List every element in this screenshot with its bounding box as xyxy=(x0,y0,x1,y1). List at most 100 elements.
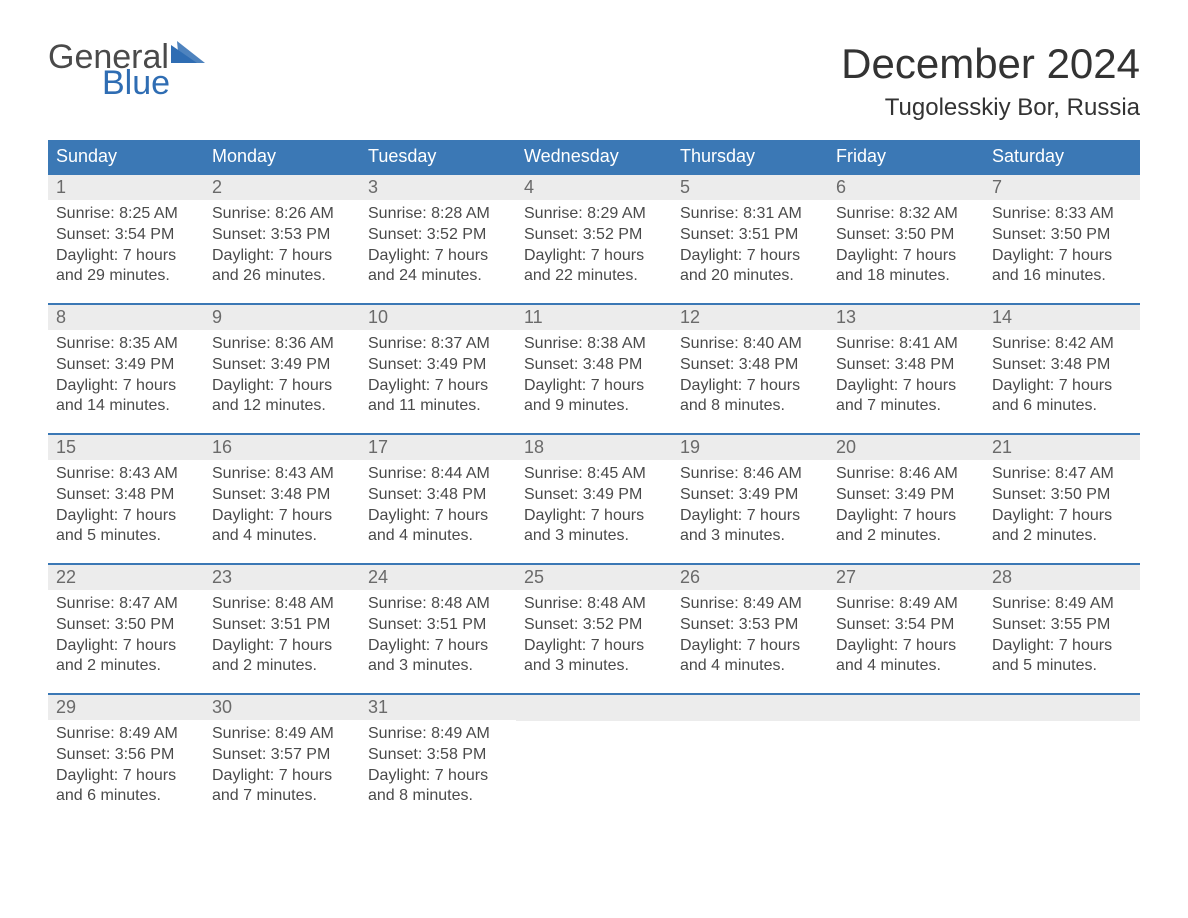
day-number: 25 xyxy=(516,565,672,590)
calendar-day: 23Sunrise: 8:48 AMSunset: 3:51 PMDayligh… xyxy=(204,565,360,693)
daylight-line-2: and 4 minutes. xyxy=(212,526,352,547)
calendar-week: 29Sunrise: 8:49 AMSunset: 3:56 PMDayligh… xyxy=(48,693,1140,823)
calendar-day: 6Sunrise: 8:32 AMSunset: 3:50 PMDaylight… xyxy=(828,175,984,303)
weekday-header: Monday xyxy=(204,140,360,173)
day-number: 26 xyxy=(672,565,828,590)
calendar-day: 1Sunrise: 8:25 AMSunset: 3:54 PMDaylight… xyxy=(48,175,204,303)
day-number xyxy=(984,695,1140,721)
sunset-line: Sunset: 3:50 PM xyxy=(992,485,1132,506)
logo-word-2: Blue xyxy=(102,66,205,100)
daylight-line-2: and 14 minutes. xyxy=(56,396,196,417)
daylight-line-1: Daylight: 7 hours xyxy=(680,506,820,527)
sunset-line: Sunset: 3:50 PM xyxy=(836,225,976,246)
calendar-day xyxy=(984,695,1140,823)
sunrise-line: Sunrise: 8:46 AM xyxy=(680,464,820,485)
weekday-header: Saturday xyxy=(984,140,1140,173)
weekday-header: Tuesday xyxy=(360,140,516,173)
daylight-line-1: Daylight: 7 hours xyxy=(212,766,352,787)
sunrise-line: Sunrise: 8:49 AM xyxy=(680,594,820,615)
calendar: Sunday Monday Tuesday Wednesday Thursday… xyxy=(48,140,1140,823)
daylight-line-2: and 3 minutes. xyxy=(524,656,664,677)
day-details: Sunrise: 8:33 AMSunset: 3:50 PMDaylight:… xyxy=(984,200,1140,287)
daylight-line-2: and 8 minutes. xyxy=(368,786,508,807)
day-details: Sunrise: 8:26 AMSunset: 3:53 PMDaylight:… xyxy=(204,200,360,287)
calendar-day: 11Sunrise: 8:38 AMSunset: 3:48 PMDayligh… xyxy=(516,305,672,433)
day-number: 14 xyxy=(984,305,1140,330)
sunrise-line: Sunrise: 8:49 AM xyxy=(212,724,352,745)
day-number: 18 xyxy=(516,435,672,460)
sunset-line: Sunset: 3:52 PM xyxy=(524,615,664,636)
calendar-day: 16Sunrise: 8:43 AMSunset: 3:48 PMDayligh… xyxy=(204,435,360,563)
daylight-line-2: and 8 minutes. xyxy=(680,396,820,417)
day-details: Sunrise: 8:47 AMSunset: 3:50 PMDaylight:… xyxy=(984,460,1140,547)
day-details: Sunrise: 8:49 AMSunset: 3:54 PMDaylight:… xyxy=(828,590,984,677)
day-number: 27 xyxy=(828,565,984,590)
day-details: Sunrise: 8:43 AMSunset: 3:48 PMDaylight:… xyxy=(48,460,204,547)
weekday-header: Thursday xyxy=(672,140,828,173)
daylight-line-2: and 12 minutes. xyxy=(212,396,352,417)
daylight-line-1: Daylight: 7 hours xyxy=(368,636,508,657)
sunset-line: Sunset: 3:54 PM xyxy=(836,615,976,636)
day-details: Sunrise: 8:35 AMSunset: 3:49 PMDaylight:… xyxy=(48,330,204,417)
daylight-line-1: Daylight: 7 hours xyxy=(836,636,976,657)
daylight-line-2: and 24 minutes. xyxy=(368,266,508,287)
calendar-week: 1Sunrise: 8:25 AMSunset: 3:54 PMDaylight… xyxy=(48,173,1140,303)
daylight-line-1: Daylight: 7 hours xyxy=(56,636,196,657)
daylight-line-1: Daylight: 7 hours xyxy=(680,636,820,657)
sunset-line: Sunset: 3:48 PM xyxy=(212,485,352,506)
triangle-icon xyxy=(171,41,205,68)
day-number: 15 xyxy=(48,435,204,460)
daylight-line-1: Daylight: 7 hours xyxy=(56,506,196,527)
sunrise-line: Sunrise: 8:29 AM xyxy=(524,204,664,225)
day-number xyxy=(672,695,828,721)
daylight-line-1: Daylight: 7 hours xyxy=(524,506,664,527)
sunrise-line: Sunrise: 8:43 AM xyxy=(212,464,352,485)
calendar-day: 30 Sunrise: 8:49 AMSunset: 3:57 PMDayligh… xyxy=(204,695,360,823)
daylight-line-1: Daylight: 7 hours xyxy=(524,376,664,397)
day-number: 2 xyxy=(204,175,360,200)
day-details: Sunrise: 8:45 AMSunset: 3:49 PMDaylight:… xyxy=(516,460,672,547)
calendar-day: 5Sunrise: 8:31 AMSunset: 3:51 PMDaylight… xyxy=(672,175,828,303)
daylight-line-2: and 26 minutes. xyxy=(212,266,352,287)
day-number: 21 xyxy=(984,435,1140,460)
daylight-line-2: and 11 minutes. xyxy=(368,396,508,417)
sunset-line: Sunset: 3:48 PM xyxy=(368,485,508,506)
day-number: 4 xyxy=(516,175,672,200)
sunrise-line: Sunrise: 8:49 AM xyxy=(368,724,508,745)
daylight-line-1: Daylight: 7 hours xyxy=(836,376,976,397)
sunrise-line: Sunrise: 8:37 AM xyxy=(368,334,508,355)
day-number: 16 xyxy=(204,435,360,460)
day-number: 30 xyxy=(204,695,360,720)
sunrise-line: Sunrise: 8:33 AM xyxy=(992,204,1132,225)
daylight-line-2: and 2 minutes. xyxy=(992,526,1132,547)
day-number: 11 xyxy=(516,305,672,330)
sunrise-line: Sunrise: 8:46 AM xyxy=(836,464,976,485)
calendar-day: 18Sunrise: 8:45 AMSunset: 3:49 PMDayligh… xyxy=(516,435,672,563)
daylight-line-1: Daylight: 7 hours xyxy=(212,636,352,657)
day-details: Sunrise: 8:49 AMSunset: 3:58 PMDaylight:… xyxy=(360,720,516,807)
day-details: Sunrise: 8:40 AMSunset: 3:48 PMDaylight:… xyxy=(672,330,828,417)
daylight-line-2: and 3 minutes. xyxy=(368,656,508,677)
weekday-header: Sunday xyxy=(48,140,204,173)
day-number: 9 xyxy=(204,305,360,330)
day-number xyxy=(828,695,984,721)
sunset-line: Sunset: 3:50 PM xyxy=(992,225,1132,246)
calendar-day: 22Sunrise: 8:47 AMSunset: 3:50 PMDayligh… xyxy=(48,565,204,693)
sunrise-line: Sunrise: 8:41 AM xyxy=(836,334,976,355)
sunrise-line: Sunrise: 8:31 AM xyxy=(680,204,820,225)
day-number: 5 xyxy=(672,175,828,200)
sunrise-line: Sunrise: 8:48 AM xyxy=(212,594,352,615)
daylight-line-2: and 2 minutes. xyxy=(212,656,352,677)
daylight-line-1: Daylight: 7 hours xyxy=(56,376,196,397)
page-title: December 2024 xyxy=(841,40,1140,88)
sunrise-line: Sunrise: 8:32 AM xyxy=(836,204,976,225)
calendar-week: 15Sunrise: 8:43 AMSunset: 3:48 PMDayligh… xyxy=(48,433,1140,563)
sunset-line: Sunset: 3:52 PM xyxy=(368,225,508,246)
day-number: 13 xyxy=(828,305,984,330)
sunset-line: Sunset: 3:57 PM xyxy=(212,745,352,766)
day-number: 1 xyxy=(48,175,204,200)
day-details: Sunrise: 8:43 AMSunset: 3:48 PMDaylight:… xyxy=(204,460,360,547)
daylight-line-1: Daylight: 7 hours xyxy=(992,246,1132,267)
calendar-day: 3Sunrise: 8:28 AMSunset: 3:52 PMDaylight… xyxy=(360,175,516,303)
calendar-day: 25Sunrise: 8:48 AMSunset: 3:52 PMDayligh… xyxy=(516,565,672,693)
